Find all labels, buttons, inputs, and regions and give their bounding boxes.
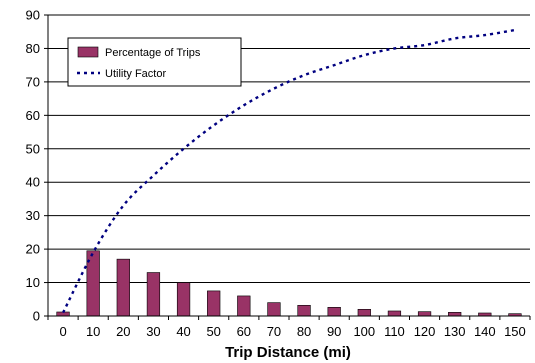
legend: Percentage of Trips Utility Factor	[67, 37, 242, 87]
bar	[417, 311, 432, 317]
legend-box	[67, 37, 242, 87]
x-tick-label: 110	[384, 324, 405, 339]
axes	[44, 14, 531, 320]
y-tick-label: 90	[26, 8, 40, 23]
y-tick-label: 60	[26, 108, 40, 123]
y-tick-label: 30	[26, 208, 40, 223]
y-tick-label: 50	[26, 141, 40, 156]
x-tick-label: 10	[86, 324, 100, 339]
x-tick-label: 150	[504, 324, 526, 339]
x-tick-label: 80	[297, 324, 311, 339]
y-tick-label: 0	[33, 309, 40, 324]
bar	[387, 310, 402, 317]
bar-series	[56, 250, 522, 317]
x-tick-label: 50	[206, 324, 220, 339]
bar	[116, 258, 130, 317]
legend-swatch-bar	[77, 46, 99, 58]
bar	[267, 302, 281, 317]
bar	[237, 295, 251, 317]
x-tick-label: 140	[474, 324, 496, 339]
x-tick-labels: 0 10 20 30 40 50 60 70 80 90 100 110 120 130 140 150	[59, 324, 525, 339]
bar	[327, 307, 341, 317]
x-tick-label: 30	[146, 324, 160, 339]
y-tick-label: 10	[26, 275, 40, 290]
x-tick-label: 90	[327, 324, 341, 339]
bar	[176, 282, 191, 317]
x-tick-label: 40	[176, 324, 190, 339]
x-axis-title: Trip Distance (mi)	[225, 344, 351, 361]
legend-label: Utility Factor	[105, 68, 166, 80]
bar	[207, 290, 221, 317]
y-tick-label: 80	[26, 41, 40, 56]
legend-label: Percentage of Trips	[105, 47, 201, 59]
x-tick-label: 60	[237, 324, 251, 339]
y-tick-label: 20	[26, 242, 40, 257]
bar	[448, 312, 462, 317]
x-tick-label: 20	[116, 324, 130, 339]
x-tick-label: 120	[414, 324, 436, 339]
utility-factor-line	[61, 28, 516, 314]
bar	[146, 272, 161, 317]
utility-factor-series	[61, 28, 516, 314]
y-tick-labels: 0 10 20 30 40 50 60 70 80 90	[26, 8, 40, 324]
x-tick-label: 130	[444, 324, 466, 339]
x-tick-label: 100	[353, 324, 375, 339]
x-tick-label: 70	[267, 324, 281, 339]
y-tick-label: 40	[26, 175, 40, 190]
bar	[357, 309, 371, 317]
y-tick-label: 70	[26, 74, 40, 89]
x-tick-label: 0	[59, 324, 66, 339]
bar	[297, 304, 311, 317]
